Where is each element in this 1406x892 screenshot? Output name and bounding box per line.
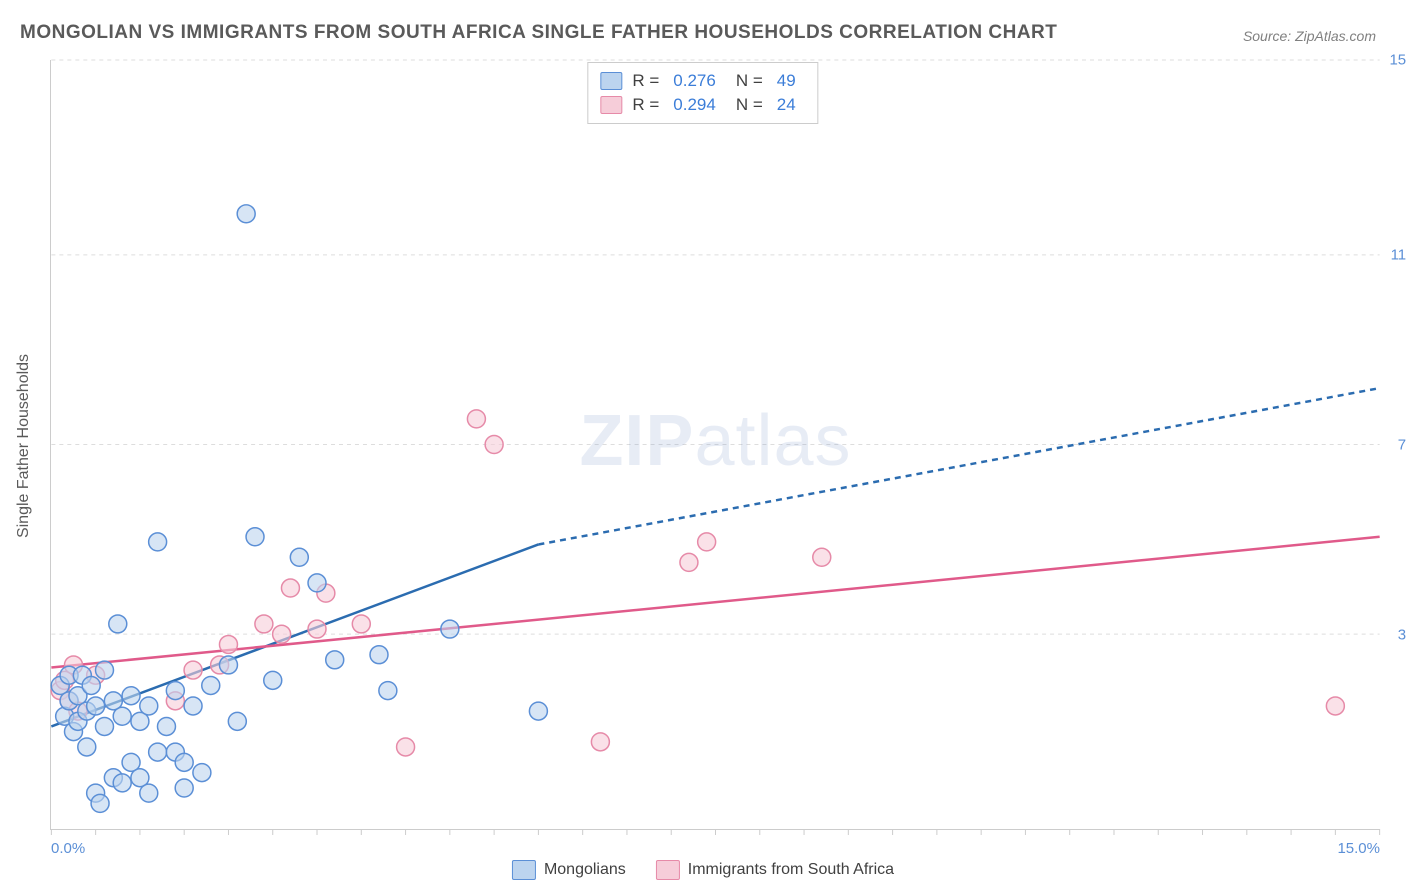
n-value-1: 49 bbox=[777, 71, 796, 91]
y-tick: 15.0% bbox=[1389, 52, 1406, 69]
y-tick: 3.8% bbox=[1398, 626, 1406, 643]
x-tick-min: 0.0% bbox=[51, 840, 85, 857]
x-tick-max: 15.0% bbox=[1337, 840, 1380, 857]
legend-item-series2: Immigrants from South Africa bbox=[656, 860, 894, 880]
plot-area: 0.0% 15.0% ZIPatlas 3.8%7.5%11.2%15.0% bbox=[50, 60, 1380, 830]
chart-container: MONGOLIAN VS IMMIGRANTS FROM SOUTH AFRIC… bbox=[0, 0, 1406, 892]
n-label-2: N = bbox=[736, 95, 763, 115]
r-value-2: 0.294 bbox=[673, 95, 716, 115]
stat-row-series2: R = 0.294 N = 24 bbox=[600, 93, 805, 117]
y-tick: 7.5% bbox=[1398, 437, 1406, 454]
swatch-series2 bbox=[600, 96, 622, 114]
r-label-1: R = bbox=[632, 71, 659, 91]
swatch-series1 bbox=[600, 72, 622, 90]
source-label: Source: ZipAtlas.com bbox=[1243, 28, 1376, 44]
n-value-2: 24 bbox=[777, 95, 796, 115]
r-value-1: 0.276 bbox=[673, 71, 716, 91]
stat-row-series1: R = 0.276 N = 49 bbox=[600, 69, 805, 93]
y-axis-label: Single Father Households bbox=[15, 354, 33, 538]
legend-item-series1: Mongolians bbox=[512, 860, 626, 880]
n-label-1: N = bbox=[736, 71, 763, 91]
legend-label-2: Immigrants from South Africa bbox=[688, 861, 894, 879]
chart-svg bbox=[51, 60, 1380, 829]
swatch-bottom-2 bbox=[656, 860, 680, 880]
swatch-bottom-1 bbox=[512, 860, 536, 880]
bottom-legend: Mongolians Immigrants from South Africa bbox=[512, 860, 894, 880]
y-tick: 11.2% bbox=[1391, 247, 1406, 264]
r-label-2: R = bbox=[632, 95, 659, 115]
chart-title: MONGOLIAN VS IMMIGRANTS FROM SOUTH AFRIC… bbox=[20, 22, 1057, 44]
stat-legend: R = 0.276 N = 49 R = 0.294 N = 24 bbox=[587, 62, 818, 124]
legend-label-1: Mongolians bbox=[544, 861, 626, 879]
